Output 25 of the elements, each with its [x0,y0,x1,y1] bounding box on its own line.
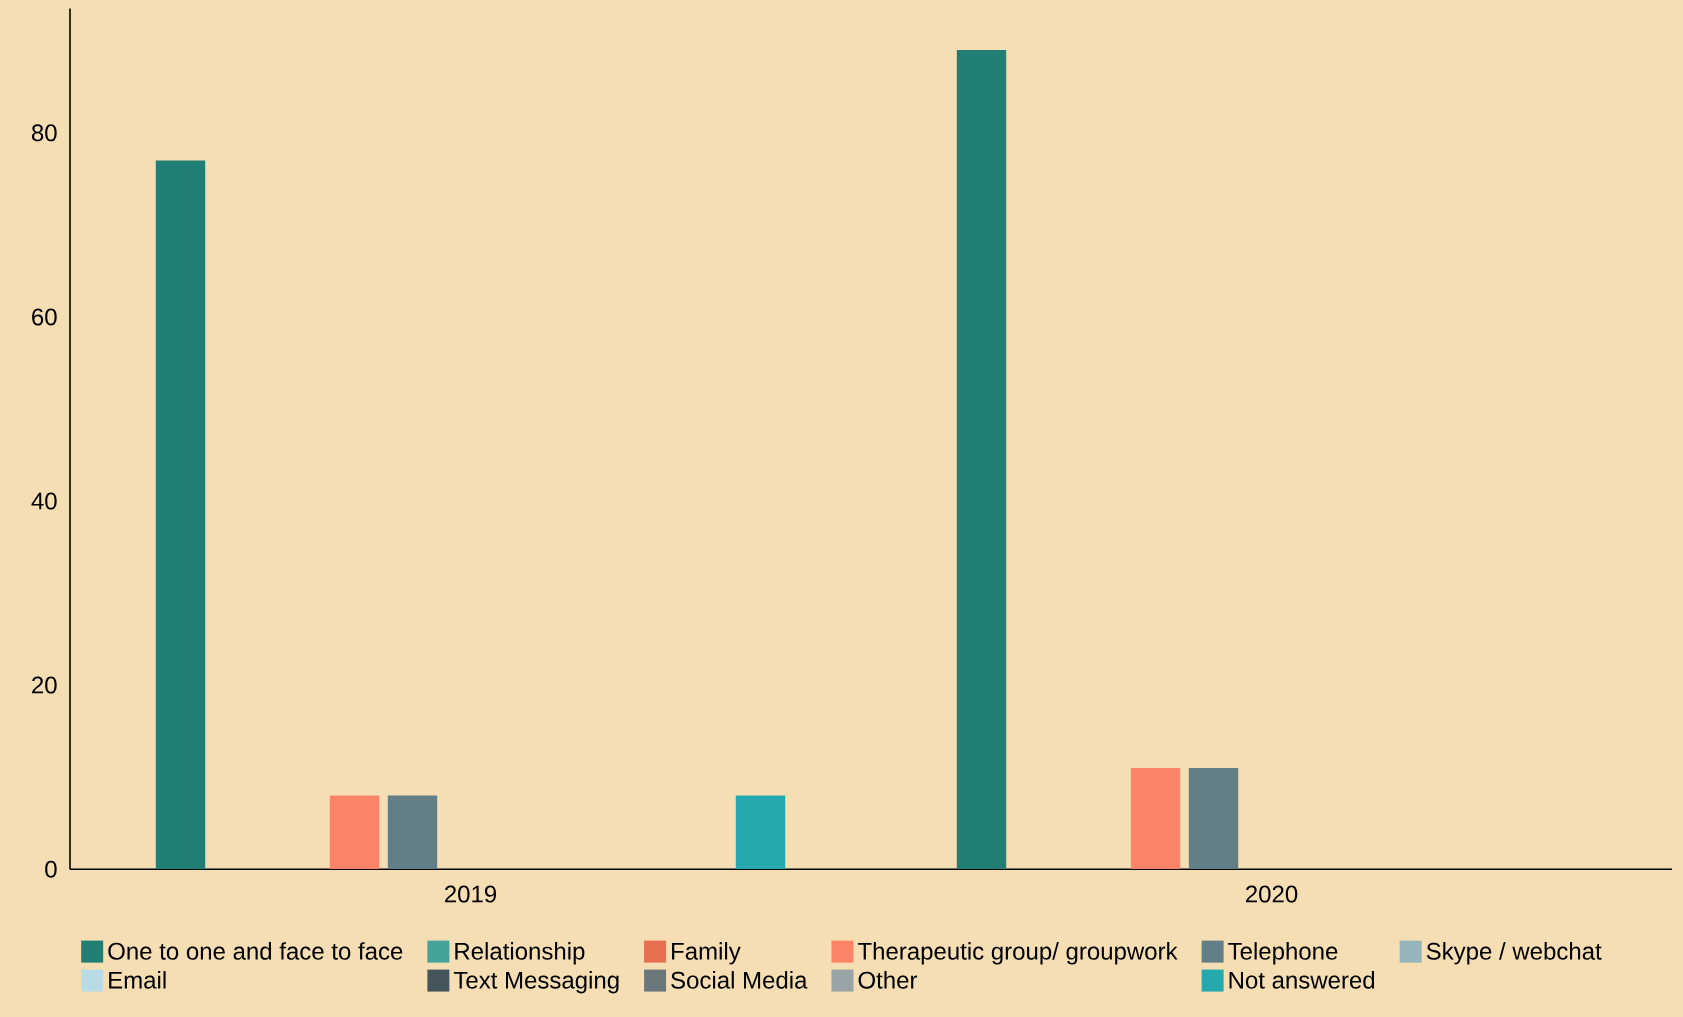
legend-label: Family [672,942,741,965]
bar [1188,767,1239,870]
legend-label: Text Messaging [453,971,619,994]
y-tick-label: 0 [45,860,57,878]
bar [956,50,1007,870]
legend-label: Other [858,971,918,989]
bar [735,795,786,870]
legend-label: Not answered [1229,971,1375,989]
x-tick-label: 2020 [1246,885,1298,903]
y-tick-label: 60 [32,308,57,326]
legend-label: One to one and face to face [108,942,403,960]
bar [387,795,438,870]
legend-label: Email [109,971,166,989]
bar [1130,767,1181,870]
y-tick-label: 40 [31,492,57,510]
bar [155,160,206,870]
legend-label: Therapeutic group/ groupwork [857,942,1178,965]
legend-label: Social Media [671,971,808,989]
legend-label: Skype / webchat [1426,942,1602,965]
y-tick-label: 20 [32,676,57,694]
legend-label: Telephone [1228,942,1338,965]
y-tick-label: 80 [31,124,57,142]
x-tick-label: 2019 [445,885,497,903]
legend-label: Relationship [455,942,585,965]
bar [329,795,380,870]
